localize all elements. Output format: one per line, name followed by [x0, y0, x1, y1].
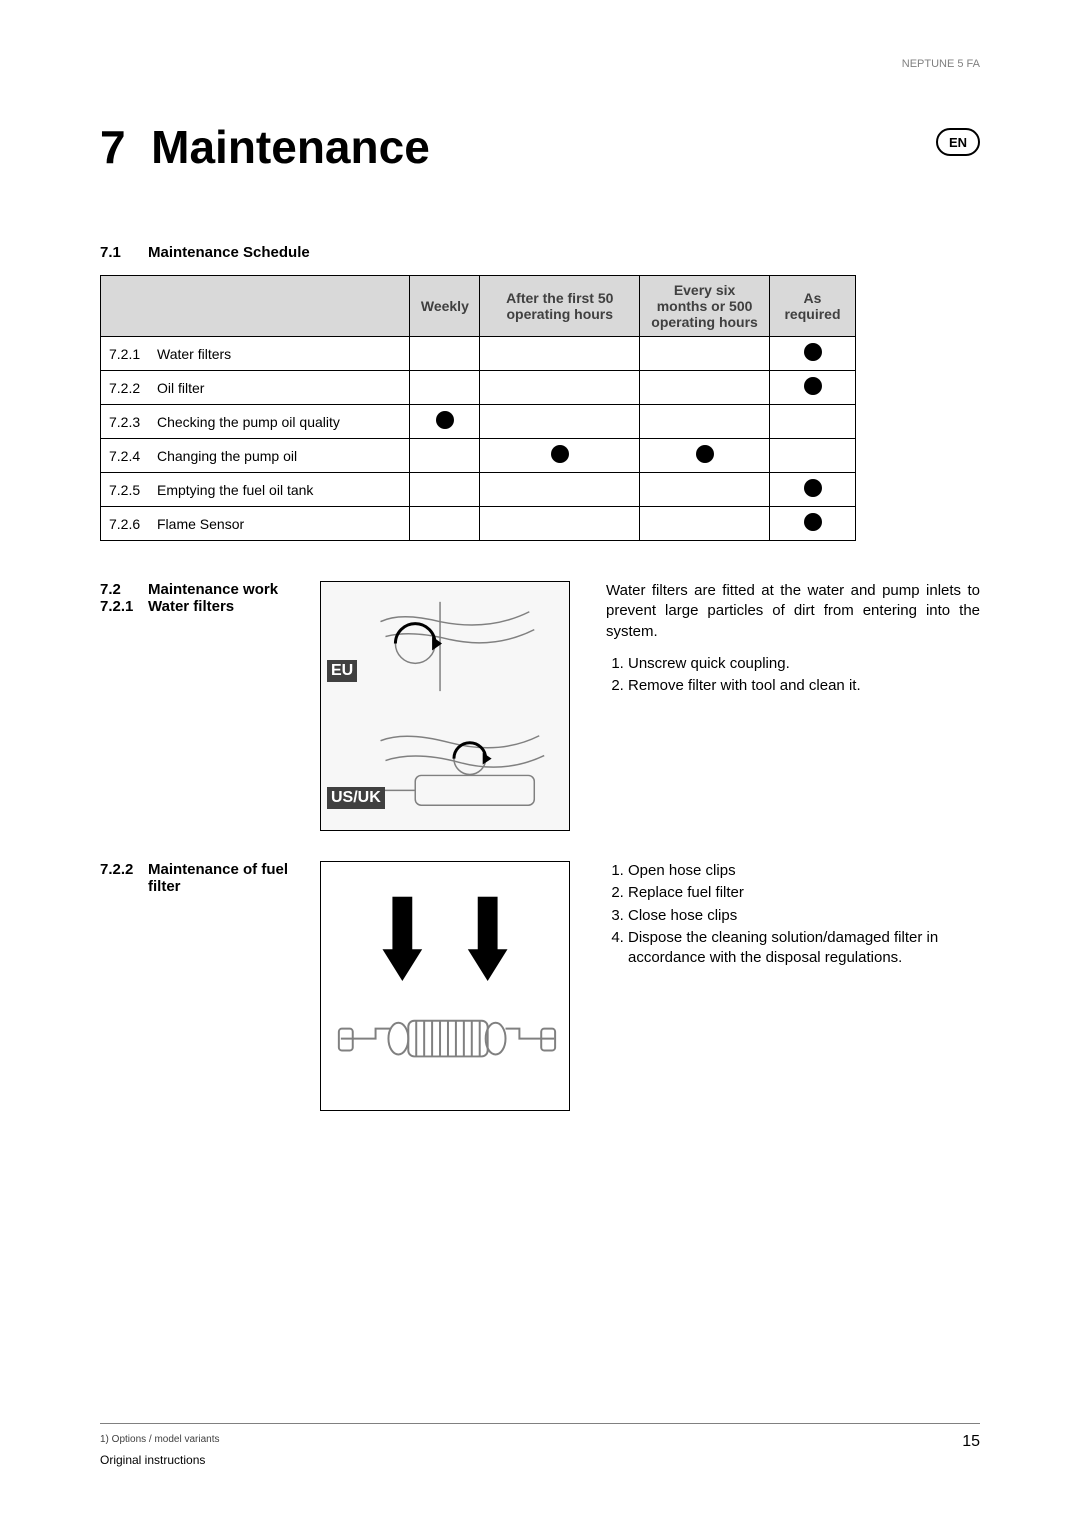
mark-cell — [770, 337, 856, 371]
fuel-filter-figure — [320, 861, 570, 1111]
section-7-2-1-heading: 7.2.1Water filters — [100, 598, 320, 615]
mark-cell — [410, 473, 480, 507]
mark-cell — [640, 405, 770, 439]
section-num: 7.2.2 — [100, 861, 148, 878]
chapter-name: Maintenance — [151, 121, 430, 173]
maintenance-schedule-table: Weekly After the first 50 operating hour… — [100, 275, 856, 541]
task-cell: 7.2.3Checking the pump oil quality — [101, 405, 410, 439]
mark-cell — [480, 405, 640, 439]
task-cell: 7.2.5Emptying the fuel oil tank — [101, 473, 410, 507]
section-title: Water filters — [148, 598, 303, 615]
task-cell: 7.2.2Oil filter — [101, 371, 410, 405]
chapter-title: 7 Maintenance — [100, 120, 980, 174]
dot-icon — [804, 343, 822, 361]
water-filter-steps: Unscrew quick coupling.Remove filter wit… — [606, 654, 980, 697]
mark-cell — [480, 371, 640, 405]
fuel-filter-steps: Open hose clipsReplace fuel filter Close … — [606, 861, 980, 968]
section-7-2-heading: 7.2Maintenance work — [100, 581, 320, 598]
table-row: 7.2.4Changing the pump oil — [101, 439, 856, 473]
col-asrequired: As required — [770, 276, 856, 337]
mark-cell — [410, 371, 480, 405]
product-code: NEPTUNE 5 FA — [902, 58, 980, 70]
mark-cell — [480, 337, 640, 371]
dot-icon — [436, 411, 454, 429]
mark-cell — [770, 405, 856, 439]
mark-cell — [480, 507, 640, 541]
language-badge: EN — [936, 128, 980, 156]
section-title: Maintenance work — [148, 581, 303, 598]
mark-cell — [480, 439, 640, 473]
original-instructions: Original instructions — [100, 1453, 980, 1467]
page-footer: 1) Options / model variants Original ins… — [100, 1423, 980, 1467]
section-7-1-heading: 7.1Maintenance Schedule — [100, 244, 980, 261]
water-filter-intro: Water filters are fitted at the water an… — [606, 581, 980, 642]
mark-cell — [410, 337, 480, 371]
chapter-number: 7 — [100, 121, 126, 173]
dot-icon — [804, 377, 822, 395]
mark-cell — [480, 473, 640, 507]
usuk-label: US/UK — [327, 787, 385, 809]
mark-cell — [770, 371, 856, 405]
task-cell: 7.2.1Water filters — [101, 337, 410, 371]
task-cell: 7.2.4Changing the pump oil — [101, 439, 410, 473]
mark-cell — [640, 371, 770, 405]
col-weekly: Weekly — [410, 276, 480, 337]
list-item: Unscrew quick coupling. — [628, 654, 980, 674]
water-filter-figure: EU US/UK — [320, 581, 570, 831]
section-num: 7.1 — [100, 244, 148, 261]
dot-icon — [551, 445, 569, 463]
mark-cell — [770, 473, 856, 507]
section-7-2-2-heading: 7.2.2Maintenance of fuel filter — [100, 861, 320, 895]
section-title: Maintenance Schedule — [148, 244, 310, 261]
task-cell: 7.2.6Flame Sensor — [101, 507, 410, 541]
table-row: 7.2.5Emptying the fuel oil tank — [101, 473, 856, 507]
section-title: Maintenance of fuel filter — [148, 861, 303, 895]
list-item: Dispose the cleaning solution/damaged fi… — [628, 928, 980, 969]
col-blank — [101, 276, 410, 337]
mark-cell — [410, 507, 480, 541]
mark-cell — [770, 507, 856, 541]
eu-label: EU — [327, 660, 357, 682]
mark-cell — [410, 405, 480, 439]
mark-cell — [640, 337, 770, 371]
footnote: 1) Options / model variants — [100, 1434, 980, 1445]
col-first50: After the first 50 operating hours — [480, 276, 640, 337]
mark-cell — [410, 439, 480, 473]
list-item: Replace fuel filter — [628, 883, 980, 903]
list-item: Close hose clips — [628, 906, 980, 926]
dot-icon — [696, 445, 714, 463]
col-sixmonths: Every six months or 500 operating hours — [640, 276, 770, 337]
table-row: 7.2.2Oil filter — [101, 371, 856, 405]
table-row: 7.2.6Flame Sensor — [101, 507, 856, 541]
section-num: 7.2 — [100, 581, 148, 598]
dot-icon — [804, 513, 822, 531]
page-number: 15 — [962, 1433, 980, 1451]
list-item: Open hose clips — [628, 861, 980, 881]
mark-cell — [640, 439, 770, 473]
section-num: 7.2.1 — [100, 598, 148, 615]
list-item: Remove filter with tool and clean it. — [628, 676, 980, 696]
dot-icon — [804, 479, 822, 497]
table-row: 7.2.3Checking the pump oil quality — [101, 405, 856, 439]
table-row: 7.2.1Water filters — [101, 337, 856, 371]
mark-cell — [640, 507, 770, 541]
mark-cell — [640, 473, 770, 507]
mark-cell — [770, 439, 856, 473]
